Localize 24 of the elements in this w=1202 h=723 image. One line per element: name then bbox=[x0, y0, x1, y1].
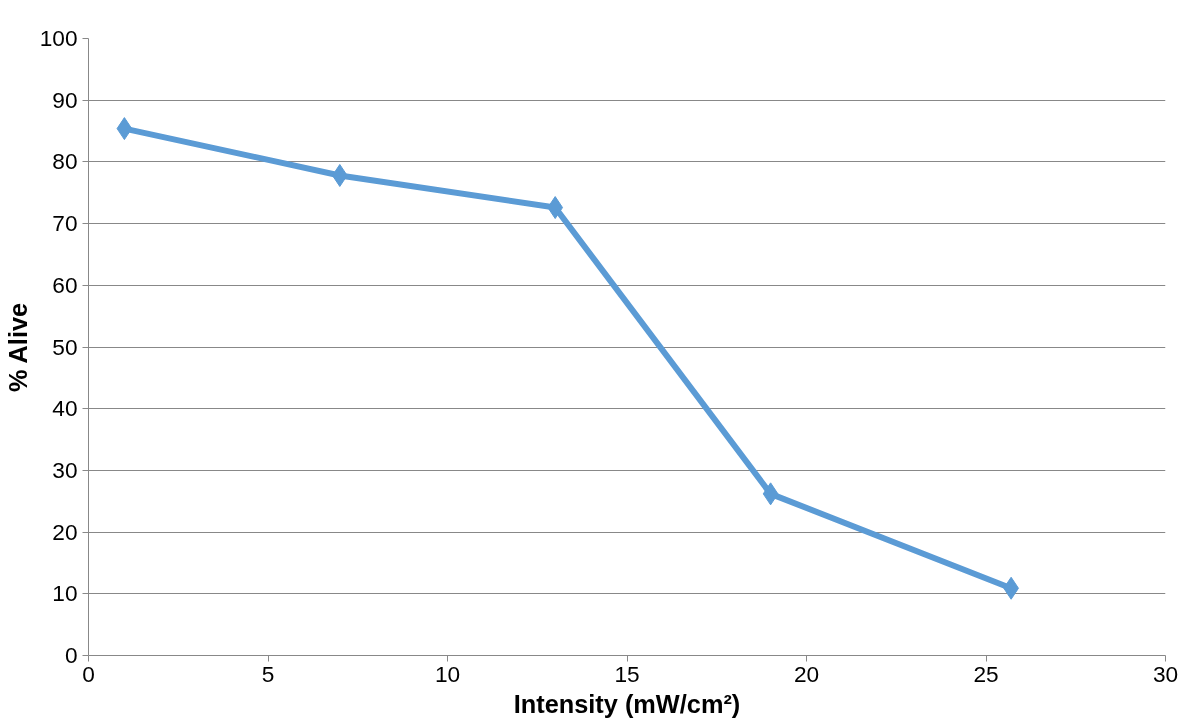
x-tick-label: 5 bbox=[261, 660, 275, 687]
y-tick-label: 100 bbox=[39, 25, 78, 51]
x-tick-label: 10 bbox=[434, 660, 461, 687]
x-axis-title: Intensity (mW/cm²) bbox=[513, 689, 741, 718]
y-tick-label: 80 bbox=[52, 148, 78, 175]
point bbox=[762, 482, 779, 506]
point bbox=[331, 163, 348, 187]
point bbox=[547, 196, 564, 220]
y-tick-label: 0 bbox=[64, 642, 78, 668]
y-axis-title: % Alive bbox=[3, 302, 32, 393]
y-tick-label: 70 bbox=[52, 210, 78, 237]
y-tick-label: 10 bbox=[52, 580, 78, 607]
y-tick-label: 60 bbox=[52, 271, 78, 298]
y-tick-label: 50 bbox=[52, 333, 78, 360]
x-tick-label: 20 bbox=[793, 660, 820, 687]
x-tick-label: 30 bbox=[1152, 660, 1179, 687]
y-tick-label: 30 bbox=[52, 456, 78, 483]
x-tick-label: 0 bbox=[82, 660, 95, 687]
x-tick-label: 15 bbox=[614, 660, 640, 687]
x-tick-label: 25 bbox=[973, 660, 999, 687]
point bbox=[116, 117, 133, 141]
y-tick-label: 20 bbox=[52, 518, 78, 545]
y-tick-label: 90 bbox=[52, 86, 78, 113]
y-tick-label: 40 bbox=[52, 395, 78, 422]
